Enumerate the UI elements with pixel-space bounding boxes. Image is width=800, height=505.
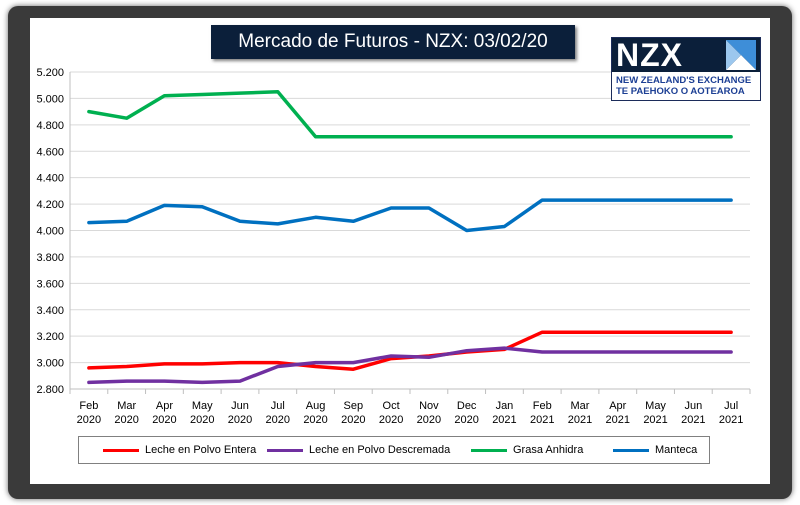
- x-tick-label-month: Feb: [533, 400, 552, 412]
- legend-label-manteca: Manteca: [655, 444, 698, 456]
- x-tick-label-year: 2020: [454, 414, 478, 426]
- x-tick-label-month: Jun: [231, 400, 249, 412]
- legend-swatch-manteca: [613, 448, 649, 452]
- y-tick-label: 3.600: [36, 278, 64, 290]
- y-tick-label: 3.000: [36, 358, 64, 370]
- x-tick-label-month: Jul: [271, 400, 285, 412]
- x-tick-label-year: 2021: [568, 414, 592, 426]
- y-tick-label: 2.800: [36, 384, 64, 396]
- y-tick-label: 3.400: [36, 305, 64, 317]
- legend-item-grasa-anhidra: Grasa Anhidra: [471, 437, 583, 463]
- x-tick-label-year: 2020: [114, 414, 138, 426]
- x-tick-label-month: Sep: [344, 400, 364, 412]
- y-tick-label: 4.800: [36, 120, 64, 132]
- chart-title: Mercado de Futuros - NZX: 03/02/20: [211, 25, 575, 59]
- y-tick-label: 5.000: [36, 93, 64, 105]
- series-line-grasa-anhidra: [87, 90, 733, 139]
- x-tick-label-month: Aug: [306, 400, 326, 412]
- series-line-manteca: [87, 198, 733, 233]
- x-tick-label-month: Nov: [419, 400, 439, 412]
- x-tick-label-month: Apr: [156, 400, 173, 412]
- y-axis: 2.800 3.000 3.200 3.400 3.600 3.800 4.000 4.200…: [36, 67, 71, 396]
- legend-swatch-leche-descremada: [267, 448, 303, 452]
- x-tick-label-month: May: [645, 400, 666, 412]
- legend-label-leche-descremada: Leche en Polvo Descremada: [309, 444, 451, 456]
- y-tick-label: 4.000: [36, 226, 64, 238]
- x-tick-label-year: 2021: [643, 414, 667, 426]
- y-tick-label: 4.600: [36, 146, 64, 158]
- x-tick-label-year: 2021: [492, 414, 516, 426]
- series-line-leche-descremada: [87, 346, 733, 385]
- logo-tagline-english: NEW ZEALAND'S EXCHANGE: [616, 75, 752, 86]
- x-tick-label-year: 2020: [417, 414, 441, 426]
- chart-legend: Leche en Polvo Entera Leche en Polvo Des…: [78, 436, 710, 464]
- nzx-logo: NZX NEW ZEALAND'S EXCHANGE TE PAEHOKO O …: [611, 37, 761, 101]
- x-tick-label-month: Jan: [496, 400, 514, 412]
- series-lines: [87, 90, 733, 385]
- x-tick-label-year: 2020: [190, 414, 214, 426]
- gridlines: [70, 71, 750, 390]
- logo-tagline-maori: TE PAEHOKO O AOTEAROA: [616, 86, 745, 97]
- x-tick-label-month: Feb: [79, 400, 98, 412]
- legend-item-manteca: Manteca: [613, 437, 697, 463]
- y-tick-label: 3.800: [36, 252, 64, 264]
- legend-swatch-grasa-anhidra: [471, 448, 507, 452]
- x-axis: Feb 2020 Mar 2020 Apr 2020 May 2020 Jun 2020 Jul 20…: [69, 388, 751, 426]
- x-tick-label-month: Jul: [724, 400, 738, 412]
- logo-cross-icon: [726, 40, 756, 70]
- x-tick-label-year: 2021: [719, 414, 743, 426]
- x-tick-label-month: Dec: [457, 400, 477, 412]
- x-tick-label-year: 2020: [303, 414, 327, 426]
- legend-swatch-leche-entera: [103, 448, 139, 452]
- y-tick-label: 5.200: [36, 67, 64, 79]
- x-tick-label-year: 2020: [341, 414, 365, 426]
- x-tick-label-month: Mar: [117, 400, 136, 412]
- x-tick-label-year: 2020: [77, 414, 101, 426]
- x-tick-label-year: 2021: [681, 414, 705, 426]
- y-tick-label: 4.400: [36, 173, 64, 185]
- x-tick-label-month: Mar: [571, 400, 590, 412]
- x-tick-label-year: 2020: [152, 414, 176, 426]
- y-tick-label: 4.200: [36, 199, 64, 211]
- x-tick-label-year: 2020: [228, 414, 252, 426]
- x-tick-label-year: 2021: [530, 414, 554, 426]
- y-tick-label: 3.200: [36, 331, 64, 343]
- legend-item-leche-descremada: Leche en Polvo Descremada: [267, 437, 450, 463]
- x-tick-label-year: 2021: [606, 414, 630, 426]
- x-tick-label-month: May: [192, 400, 213, 412]
- legend-item-leche-entera: Leche en Polvo Entera: [103, 437, 256, 463]
- logo-wordmark: NZX: [616, 37, 683, 73]
- x-tick-label-year: 2020: [379, 414, 403, 426]
- x-tick-label-month: Oct: [383, 400, 400, 412]
- x-tick-label-month: Apr: [609, 400, 626, 412]
- legend-label-grasa-anhidra: Grasa Anhidra: [513, 444, 584, 456]
- x-tick-label-year: 2020: [266, 414, 290, 426]
- legend-label-leche-entera: Leche en Polvo Entera: [145, 444, 257, 456]
- logo-banner: NZX: [612, 38, 760, 72]
- x-tick-label-month: Jun: [684, 400, 702, 412]
